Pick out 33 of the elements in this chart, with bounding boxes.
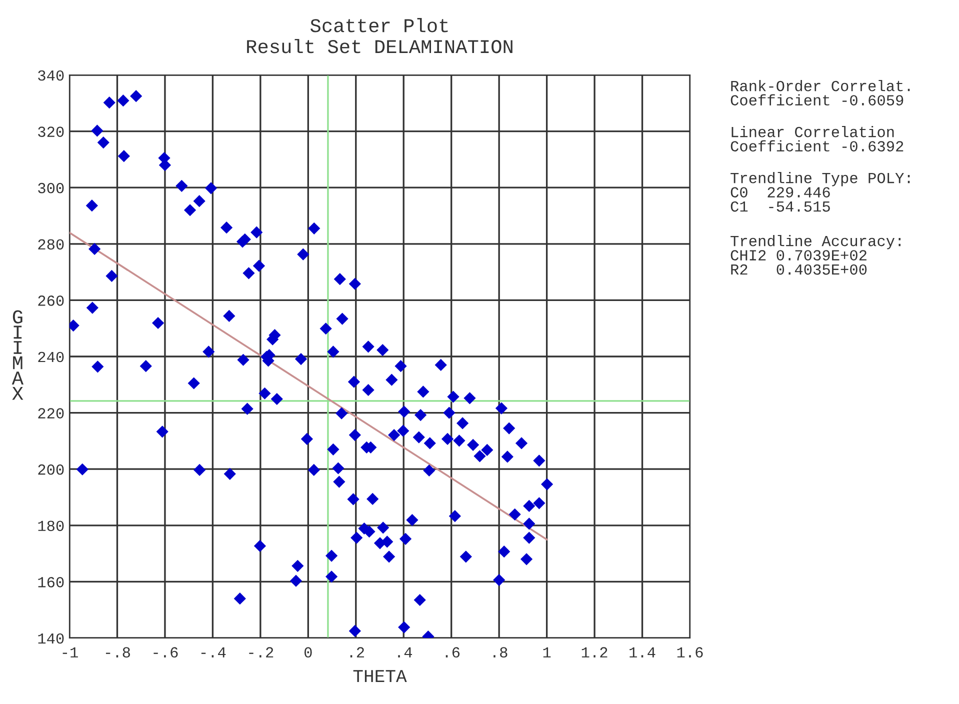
x-tick-label: 1 xyxy=(543,647,551,658)
y-tick-label: 340 xyxy=(38,70,64,81)
y-tick-label: 200 xyxy=(38,464,64,475)
chart-subtitle: Result Set DELAMINATION xyxy=(247,38,512,54)
y-tick-label: 180 xyxy=(38,520,64,532)
x-tick-label: .4 xyxy=(398,647,412,658)
x-tick-label: 1.4 xyxy=(630,647,656,658)
x-tick-label: 0 xyxy=(304,647,312,658)
x-tick-label: 1.6 xyxy=(677,647,703,658)
x-tick-label: .2 xyxy=(350,647,364,658)
x-axis-title: THETA xyxy=(353,670,407,682)
y-tick-label: 160 xyxy=(38,577,64,588)
x-tick-label: -.4 xyxy=(201,647,226,658)
x-tick-label: 1.2 xyxy=(582,647,608,658)
text: Rank-Order Correlat. Coefficient -0.6059 xyxy=(730,80,910,106)
y-tick-label: 240 xyxy=(38,352,64,362)
chart-title: Scatter Plot xyxy=(310,18,448,32)
text: Trendline Accuracy: CHI2 0.7039E+02 R2 0.4035E+00 xyxy=(730,235,900,275)
y-tick-label: 320 xyxy=(38,126,64,137)
text: Linear Correlation Coefficient -0.6392 xyxy=(730,126,904,152)
x-tick-label: -.8 xyxy=(106,647,130,658)
y-tick-label: 260 xyxy=(38,296,64,306)
x-tick-label: -1 xyxy=(62,647,78,658)
y-tick-label: 280 xyxy=(38,239,64,250)
y-tick-label: 300 xyxy=(38,182,64,194)
x-tick-label: .6 xyxy=(446,647,460,658)
x-tick-label: -.2 xyxy=(249,647,274,658)
y-tick-label: 220 xyxy=(38,408,64,418)
y-axis-title: GIIMAX xyxy=(12,310,24,400)
x-tick-label: -.6 xyxy=(154,647,178,658)
x-tick-label: .8 xyxy=(494,647,508,658)
y-tick-label: 140 xyxy=(38,633,64,644)
text: Trendline Type POLY: C0 229.446 C1 -54.515 xyxy=(730,172,910,212)
